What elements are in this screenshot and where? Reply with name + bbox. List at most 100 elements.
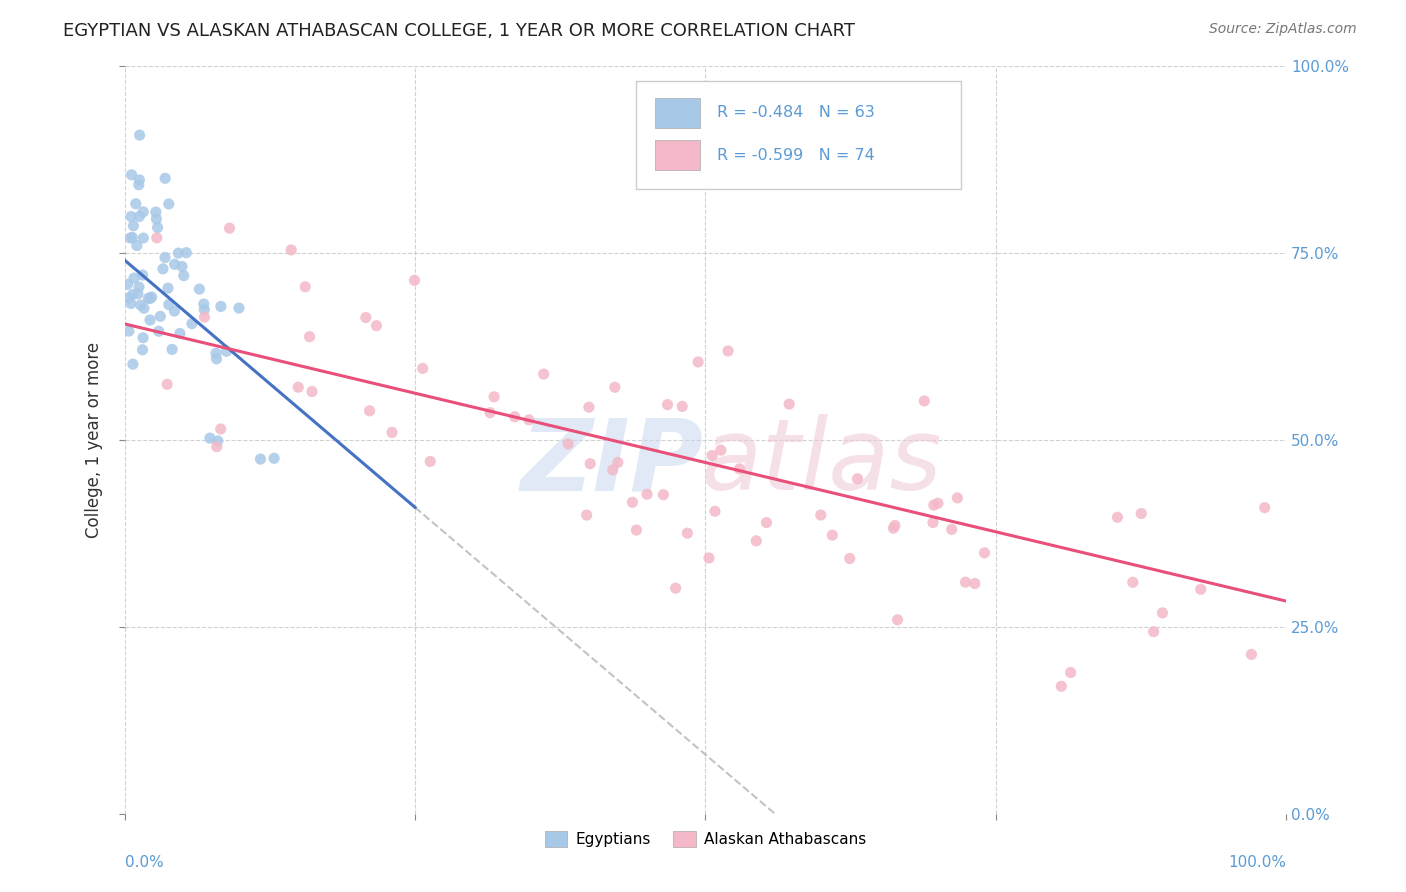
Point — [280, 243, 302, 257]
Point — [198, 431, 221, 445]
Point — [145, 205, 167, 219]
Point — [710, 443, 733, 458]
Point — [153, 251, 176, 265]
Point — [927, 496, 949, 510]
Point — [146, 231, 169, 245]
Point — [139, 292, 162, 306]
Point — [117, 277, 139, 292]
Legend: Egyptians, Alaskan Athabascans: Egyptians, Alaskan Athabascans — [538, 825, 872, 854]
Point — [602, 463, 624, 477]
Point — [138, 291, 160, 305]
Point — [846, 472, 869, 486]
Point — [174, 245, 197, 260]
Point — [482, 390, 505, 404]
Point — [128, 178, 150, 192]
Point — [922, 516, 945, 530]
Text: EGYPTIAN VS ALASKAN ATHABASCAN COLLEGE, 1 YEAR OR MORE CORRELATION CHART: EGYPTIAN VS ALASKAN ATHABASCAN COLLEGE, … — [63, 22, 855, 40]
Point — [922, 498, 945, 512]
FancyBboxPatch shape — [655, 98, 700, 128]
Point — [117, 291, 139, 305]
Point — [652, 488, 675, 502]
Point — [882, 521, 904, 535]
Point — [301, 384, 323, 399]
Point — [169, 326, 191, 341]
Point — [479, 406, 502, 420]
Text: 0.0%: 0.0% — [125, 855, 163, 870]
Point — [884, 518, 907, 533]
Point — [778, 397, 800, 411]
Point — [1107, 510, 1129, 524]
Point — [821, 528, 844, 542]
Point — [205, 440, 228, 454]
Point — [578, 400, 600, 414]
Point — [128, 128, 150, 142]
Point — [132, 205, 155, 219]
Point — [671, 400, 693, 414]
Point — [131, 268, 153, 282]
Point — [146, 220, 169, 235]
Point — [359, 404, 381, 418]
Point — [287, 380, 309, 394]
Point — [419, 454, 441, 468]
Point — [132, 301, 155, 316]
Point — [131, 343, 153, 357]
Point — [676, 526, 699, 541]
Point — [141, 290, 163, 304]
Point — [557, 437, 579, 451]
Point — [160, 343, 183, 357]
Point — [263, 451, 285, 466]
Point — [838, 551, 860, 566]
Point — [366, 318, 388, 333]
Point — [1152, 606, 1174, 620]
Point — [127, 286, 149, 301]
Point — [181, 317, 204, 331]
Point — [886, 613, 908, 627]
Text: R = -0.484   N = 63: R = -0.484 N = 63 — [717, 105, 875, 120]
Point — [218, 221, 240, 235]
Point — [636, 487, 658, 501]
Point — [912, 393, 935, 408]
Point — [118, 324, 141, 338]
Point — [702, 449, 724, 463]
Point — [129, 298, 152, 312]
Point — [122, 219, 145, 233]
Point — [139, 313, 162, 327]
Point — [120, 210, 142, 224]
Point — [810, 508, 832, 522]
Point — [205, 351, 228, 366]
Point — [128, 173, 150, 187]
FancyBboxPatch shape — [655, 140, 700, 170]
Point — [973, 546, 995, 560]
Text: 100.0%: 100.0% — [1227, 855, 1286, 870]
Point — [125, 196, 148, 211]
Point — [381, 425, 404, 440]
Point — [1059, 665, 1081, 680]
Point — [163, 304, 186, 318]
Point — [145, 211, 167, 226]
Point — [152, 261, 174, 276]
Point — [193, 302, 215, 317]
Point — [156, 377, 179, 392]
Point — [120, 231, 142, 245]
Point — [128, 280, 150, 294]
Point — [517, 413, 540, 427]
Point — [173, 268, 195, 283]
Point — [697, 551, 720, 566]
Point — [149, 310, 172, 324]
Text: Source: ZipAtlas.com: Source: ZipAtlas.com — [1209, 22, 1357, 37]
Point — [533, 367, 555, 381]
Point — [132, 231, 155, 245]
Point — [579, 457, 602, 471]
Point — [963, 576, 986, 591]
Point — [717, 343, 740, 358]
Point — [148, 324, 170, 338]
Point — [955, 575, 977, 590]
Point — [163, 257, 186, 271]
Point — [121, 230, 143, 244]
Point — [132, 331, 155, 345]
Point — [688, 355, 710, 369]
Point — [122, 357, 145, 371]
Point — [704, 504, 727, 518]
Point — [657, 398, 679, 412]
Point — [412, 361, 434, 376]
